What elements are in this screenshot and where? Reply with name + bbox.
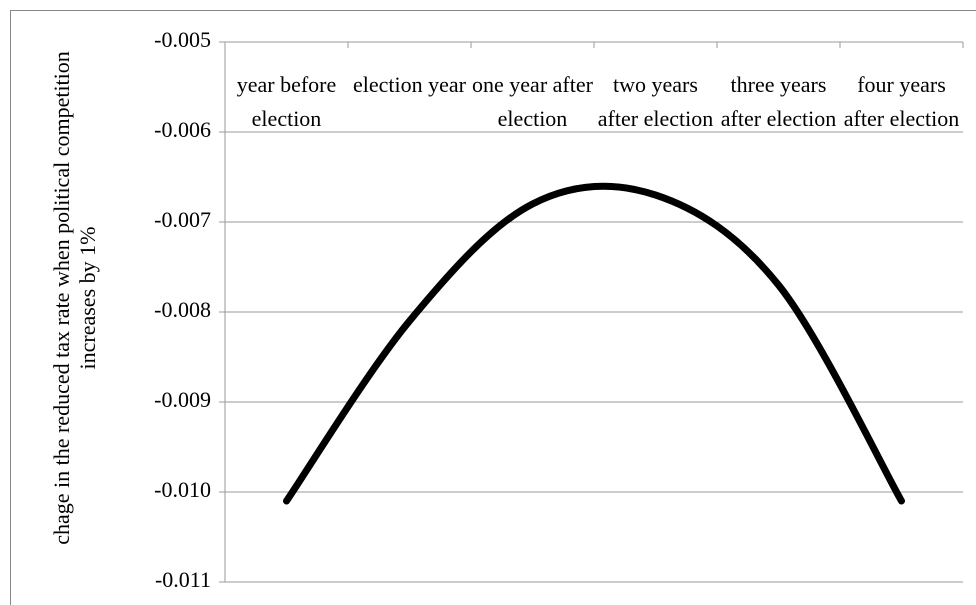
- y-tick-label: -0.007: [154, 207, 211, 232]
- y-tick-label: -0.010: [154, 477, 211, 502]
- x-tick-label: one year after election: [472, 72, 593, 131]
- y-tick-label: -0.011: [155, 567, 211, 592]
- line-series: [283, 182, 905, 505]
- x-tick-label: three years after election: [720, 72, 837, 131]
- x-tick-label: election year: [353, 72, 466, 97]
- x-tick-label: four years after election: [843, 72, 960, 131]
- y-tick-label: -0.006: [154, 117, 211, 142]
- y-tick-label: -0.008: [154, 297, 211, 322]
- y-tick-label: -0.005: [154, 27, 211, 52]
- x-tick-label: two years after election: [597, 72, 714, 131]
- y-axis-title: chage in the reduced tax rate when polit…: [49, 51, 100, 545]
- x-tick-label: year before election: [236, 72, 337, 131]
- chart-border: [10, 10, 976, 605]
- y-tick-label: -0.009: [154, 387, 211, 412]
